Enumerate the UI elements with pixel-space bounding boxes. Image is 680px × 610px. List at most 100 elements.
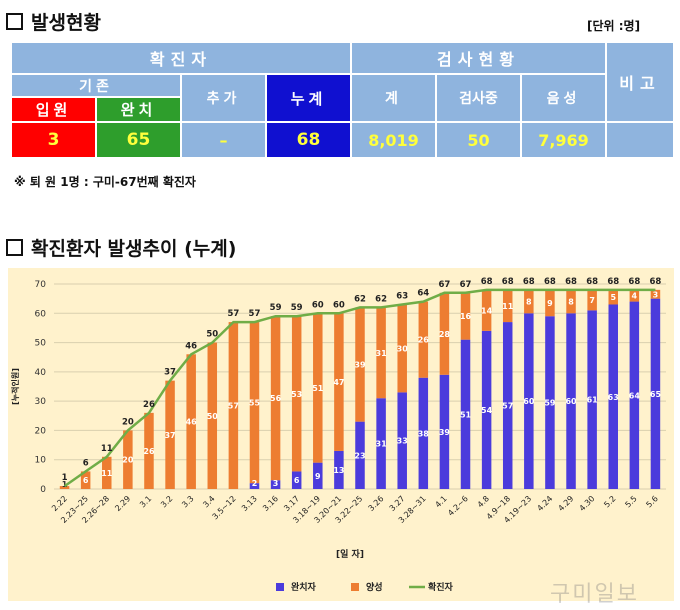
bar-label-positive: 47: [333, 378, 344, 387]
x-tick-label: 3.26: [367, 494, 386, 513]
x-tick-label: 3.4: [201, 494, 216, 509]
y-tick-label: 30: [35, 397, 47, 407]
bar-positive: [460, 292, 471, 340]
x-tick-label: 4.2~6: [446, 494, 470, 518]
bar-recovered: [355, 421, 365, 489]
hospitalized-header: 입원: [12, 98, 95, 121]
x-tick-label: 2.22: [50, 494, 69, 513]
bar-recovered: [397, 392, 407, 489]
bar-positive: [270, 316, 281, 481]
y-tick-label: 0: [40, 485, 46, 495]
x-tick-label: 5.2: [602, 494, 617, 509]
bar-label-recovered: 54: [481, 406, 493, 415]
existing-header: 기존: [12, 75, 180, 96]
bar-positive: [608, 289, 618, 305]
bar-positive: [313, 313, 323, 463]
watermark: 구미일보: [550, 582, 639, 607]
discharge-note: ※ 퇴 원 1명 : 구미-67번째 확진자: [14, 175, 196, 189]
line-label-confirmed: 37: [164, 368, 176, 378]
bar-label-positive: 11: [502, 302, 514, 311]
bar-label-positive: 30: [397, 344, 409, 353]
line-label-confirmed: 68: [523, 277, 535, 287]
x-tick-label: 3.13: [240, 494, 259, 513]
legend-positive-label: 양성: [366, 581, 383, 593]
x-tick-label: 3.16: [261, 494, 280, 513]
line-label-confirmed: 59: [270, 303, 282, 313]
bar-label-positive: 51: [312, 384, 324, 393]
bar-label-recovered: 60: [565, 397, 577, 406]
y-tick-label: 20: [35, 426, 47, 436]
y-tick-label: 60: [35, 309, 47, 319]
hospitalized-value: 3: [12, 123, 95, 157]
line-label-confirmed: 46: [185, 341, 197, 351]
bar-label-recovered: 51: [460, 410, 472, 419]
legend-recovered-swatch: [276, 583, 284, 591]
legend-recovered-label: 완치자: [291, 581, 317, 593]
line-label-confirmed: 62: [354, 294, 366, 304]
bar-positive: [144, 412, 154, 489]
bar-label-recovered: 6: [294, 476, 300, 485]
bar-label-positive: 28: [439, 330, 451, 339]
bar-positive: [207, 342, 218, 489]
x-tick-label: 5.5: [623, 494, 638, 509]
bar-recovered: [650, 298, 661, 489]
bar-label-positive: 6: [83, 476, 89, 485]
bar-positive: [165, 380, 175, 489]
bar-positive: [587, 289, 597, 311]
bar-recovered: [418, 377, 429, 489]
bar-label-positive: 9: [547, 299, 553, 308]
line-label-confirmed: 68: [481, 277, 493, 287]
bar-label-positive: 16: [460, 312, 472, 321]
bar-label-recovered: 64: [629, 391, 641, 400]
bar-label-positive: 56: [270, 394, 282, 403]
added-header: 추가: [182, 75, 265, 121]
bar-label-positive: 37: [164, 431, 175, 440]
bar-label-positive: 14: [481, 306, 493, 315]
bar-recovered: [376, 398, 386, 489]
bar-positive: [502, 289, 513, 323]
bar-positive: [291, 316, 302, 472]
x-axis-label: [일 자]: [336, 548, 364, 560]
line-label-confirmed: 11: [101, 444, 113, 454]
x-tick-label: 3.17: [282, 494, 301, 513]
inspection-header: 검사현황: [352, 43, 605, 73]
section-title-trend-text: 확진환자 발생추이 (누계): [31, 238, 237, 260]
bar-label-positive: 8: [568, 298, 574, 307]
bar-label-positive: 55: [249, 399, 261, 408]
x-tick-label: 4.24: [535, 494, 554, 513]
bar-recovered: [629, 301, 640, 489]
bar-label-positive: 5: [610, 293, 616, 302]
remarks-value: [607, 123, 673, 157]
bar-label-recovered: 31: [376, 440, 388, 449]
x-tick-label: 2.29: [113, 494, 132, 513]
bar-label-recovered: 3: [273, 479, 279, 488]
x-tick-label: 4.29: [556, 494, 575, 513]
bar-label-positive: 46: [186, 418, 198, 427]
bar-positive: [376, 307, 386, 399]
bar-label-recovered: 61: [587, 396, 599, 405]
bar-recovered: [608, 304, 618, 489]
checkbox-square-icon: [6, 239, 23, 256]
bar-label-positive: 50: [207, 412, 219, 421]
bar-recovered: [439, 374, 450, 489]
total-value: 8,019: [352, 123, 435, 157]
line-label-confirmed: 60: [312, 300, 324, 310]
line-label-confirmed: 59: [291, 303, 303, 313]
bar-positive: [418, 301, 429, 378]
bar-label-positive: 53: [291, 390, 302, 399]
checkbox-square-icon: [6, 13, 23, 30]
bar-label-recovered: 13: [333, 466, 344, 475]
section-title-status-text: 발생현황: [31, 12, 101, 34]
unit-label: [단위 :명]: [587, 19, 641, 33]
y-tick-label: 70: [35, 280, 47, 290]
status-table: 확진자 검사현황 비고 기존 추가 누계 계 검사중 음성 입원 완치 3 65…: [10, 41, 675, 159]
testing-value: 50: [437, 123, 520, 157]
bar-label-recovered: 60: [523, 397, 535, 406]
series-line-confirmed: [63, 288, 656, 488]
line-label-confirmed: 6: [83, 458, 89, 468]
line-label-confirmed: 68: [650, 277, 662, 287]
line-label-confirmed: 60: [333, 300, 345, 310]
line-label-confirmed: 68: [502, 277, 514, 287]
y-tick-label: 40: [35, 368, 47, 378]
cumulative-chart: 010203040506070[누적인원]12.2262.23~25112.26…: [10, 277, 666, 593]
